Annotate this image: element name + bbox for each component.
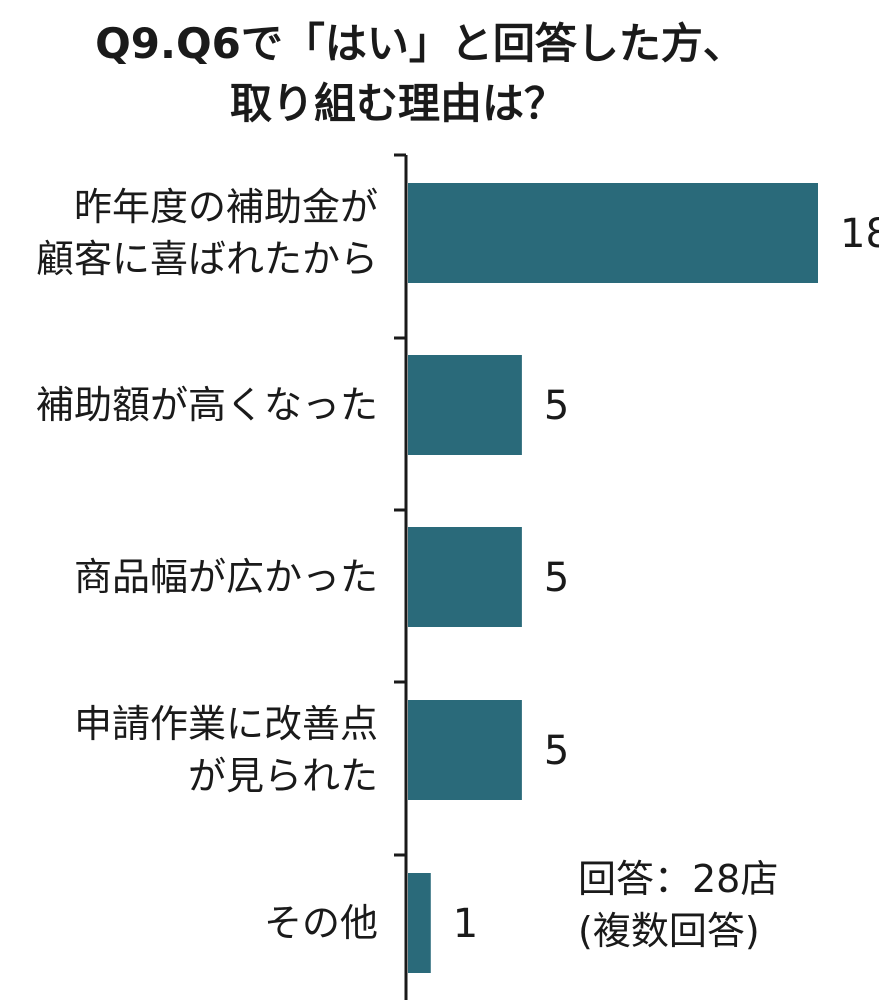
bar [408, 700, 522, 800]
note-line: (複数回答) [578, 909, 760, 953]
category-label: 顧客に喜ばれたから [36, 237, 378, 281]
category-label: 補助額が高くなった [36, 383, 378, 427]
chart-title-line: 取り組む理由は？ [230, 79, 566, 128]
bar [408, 527, 522, 627]
y-axis-ticks [394, 153, 406, 857]
value-label: 1 [453, 901, 478, 947]
bar [408, 183, 818, 283]
value-label: 5 [544, 555, 569, 601]
respondent-note: 回答：28店 (複数回答) [578, 857, 778, 953]
category-labels: 昨年度の補助金が顧客に喜ばれたから補助額が高くなった商品幅が広かった申請作業に改… [36, 185, 378, 945]
category-label: 商品幅が広かった [74, 555, 378, 599]
category-label: 昨年度の補助金が [74, 185, 378, 229]
chart-title: Q9.Q6で「はい」と回答した方、取り組む理由は？ [95, 19, 745, 128]
category-label: が見られた [188, 754, 378, 798]
chart-title-line: Q9.Q6で「はい」と回答した方、 [95, 19, 745, 68]
value-labels: 18 5 5 5 1 [453, 211, 879, 947]
bars [408, 183, 818, 973]
value-label: 5 [544, 728, 569, 774]
value-label: 18 [840, 211, 879, 257]
value-label: 5 [544, 383, 569, 429]
bar [408, 873, 431, 973]
note-line: 回答：28店 [578, 857, 778, 901]
category-label: 申請作業に改善点 [74, 702, 378, 746]
bar [408, 355, 522, 455]
category-label: その他 [264, 901, 378, 945]
